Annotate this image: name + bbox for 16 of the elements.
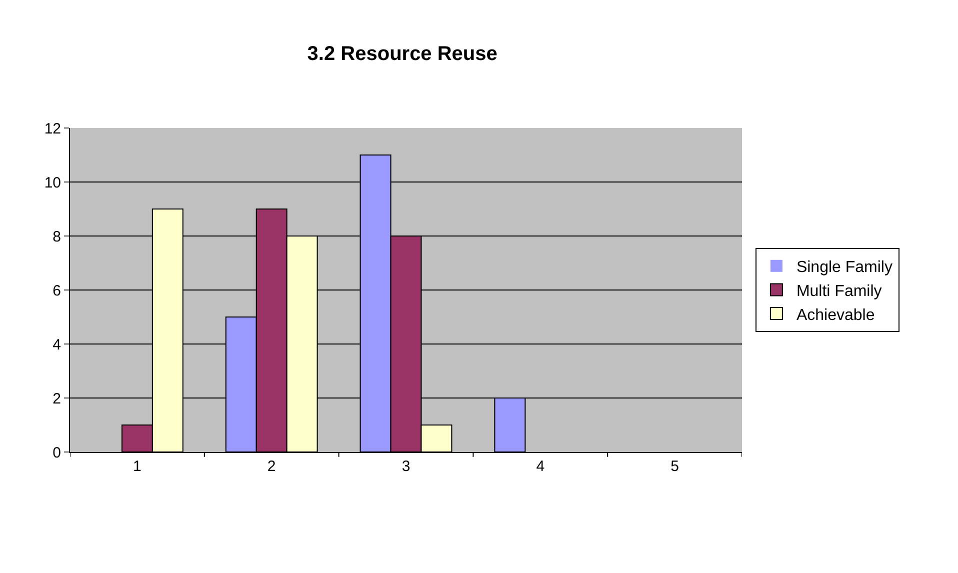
y-tick-label: 0 [52, 444, 61, 462]
legend-label: Multi Family [796, 282, 882, 300]
x-tick-label: 4 [536, 458, 545, 475]
legend-label: Achievable [796, 306, 875, 324]
y-tick-label: 10 [44, 174, 61, 192]
y-tick-label: 8 [52, 228, 61, 246]
x-tick-label: 3 [402, 458, 410, 475]
y-tick-label: 2 [52, 390, 61, 408]
x-tick-label: 5 [670, 458, 679, 475]
x-tick-label: 2 [267, 458, 276, 475]
x-tick-label: 1 [133, 458, 142, 475]
legend-label: Single Family [796, 259, 892, 276]
y-tick-label: 12 [44, 120, 61, 138]
chart-title: 3.2 Resource Reuse [307, 42, 498, 65]
y-tick-label: 4 [52, 336, 61, 354]
y-tick-label: 6 [52, 282, 61, 300]
